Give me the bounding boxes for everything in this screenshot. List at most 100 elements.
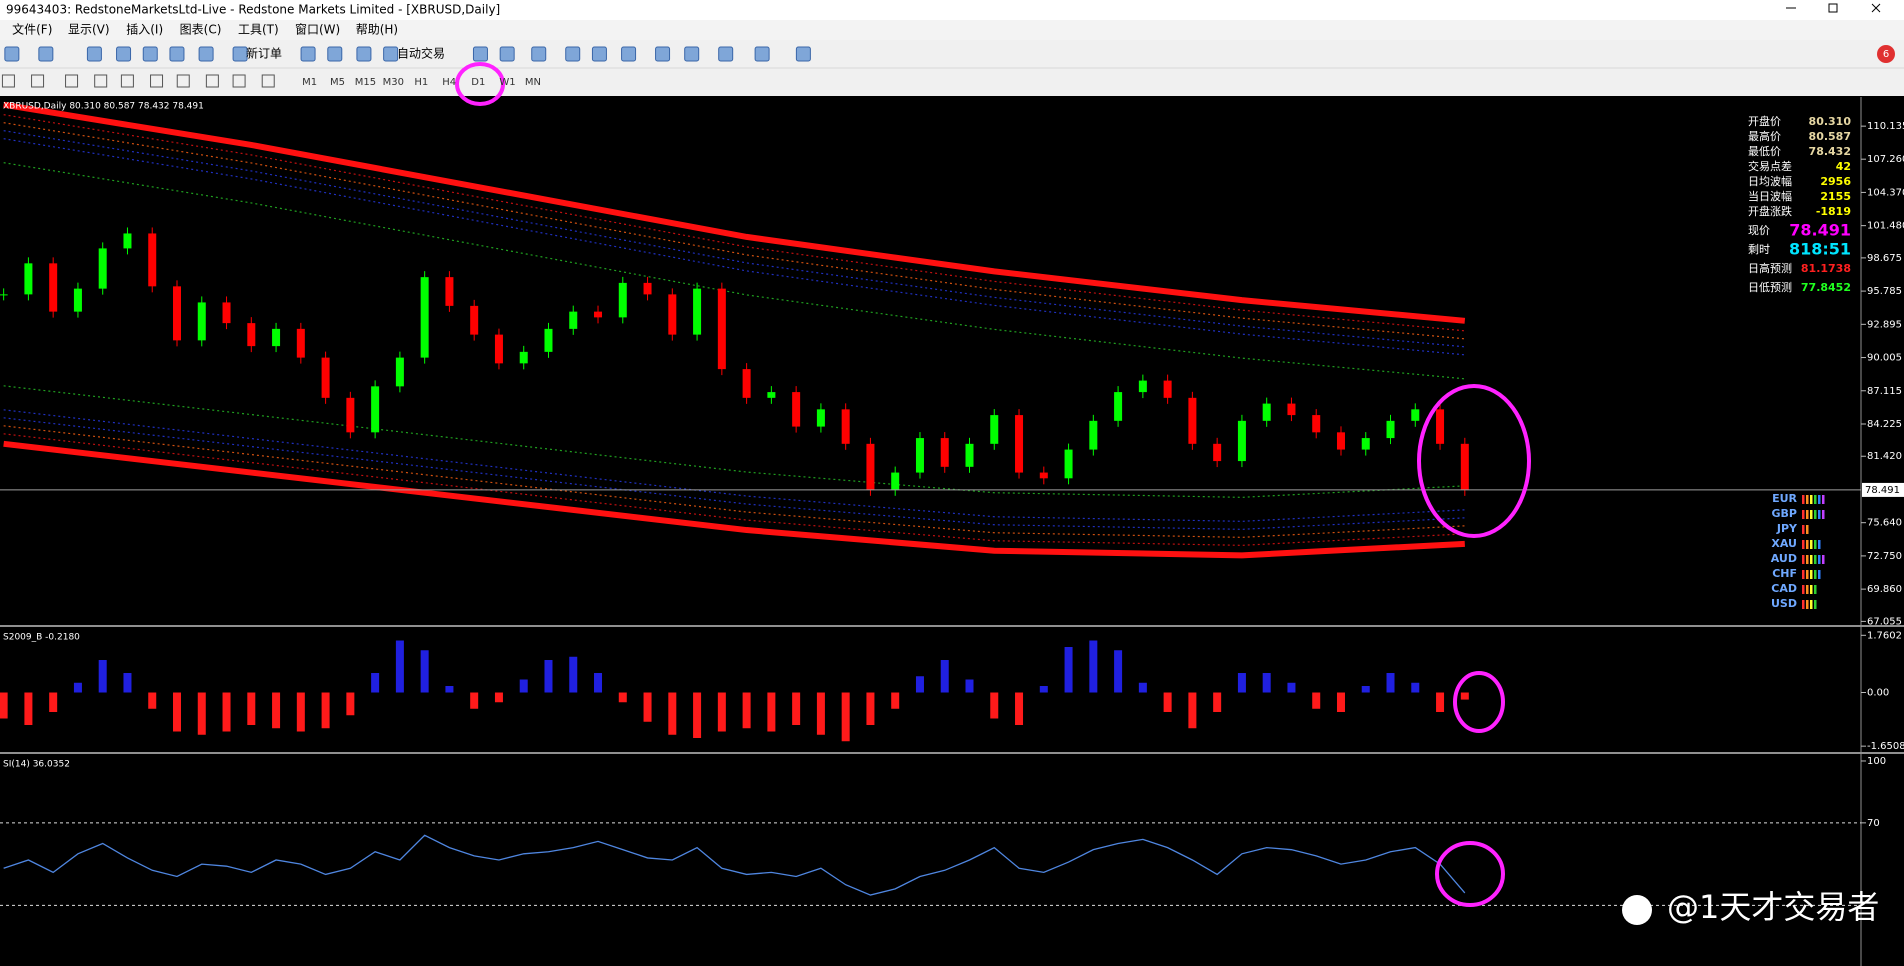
strength-bar [1818, 495, 1821, 504]
timeframe-button[interactable]: M5 [330, 77, 345, 88]
menu-item[interactable]: 文件(F) [12, 22, 52, 37]
menu-item[interactable]: 图表(C) [180, 23, 222, 37]
notification-badge[interactable] [1877, 45, 1895, 63]
candle-body [594, 311, 603, 318]
toolbar-icon[interactable] [116, 46, 132, 62]
candle-body [891, 472, 900, 490]
histogram-bar [24, 692, 33, 726]
strength-bar [1802, 510, 1805, 519]
toolbar-icon[interactable] [499, 46, 515, 62]
y-tick-label: 95.785 [1867, 286, 1902, 297]
currency-name: USD [1771, 597, 1797, 610]
candle-body [173, 286, 182, 341]
toolbar-icon[interactable] [795, 46, 811, 62]
timeframe-button[interactable]: MN [525, 77, 541, 88]
draw-tool[interactable] [31, 74, 45, 88]
draw-tool[interactable] [205, 74, 219, 88]
toolbar-icon[interactable] [718, 46, 734, 62]
timeframe-button[interactable]: M1 [302, 77, 317, 88]
draw-tool[interactable] [232, 74, 246, 88]
candle-body [1213, 443, 1222, 462]
toolbar-icon[interactable] [142, 46, 158, 62]
draw-tool[interactable] [150, 74, 164, 88]
candle-body [1287, 403, 1296, 416]
histogram-bar [1114, 650, 1123, 693]
histogram-bar [594, 673, 603, 693]
timeframe-button[interactable]: M15 [355, 77, 376, 88]
candle-body [1163, 380, 1172, 398]
candle-body [98, 248, 107, 289]
toolbar-icon[interactable] [38, 46, 54, 62]
candle-body [445, 277, 454, 306]
timeframe-button[interactable]: H1 [414, 77, 428, 88]
candle-body [222, 302, 231, 324]
draw-tool[interactable] [65, 74, 79, 88]
candle-body [618, 282, 627, 318]
draw-tool[interactable] [261, 74, 275, 88]
chart-background [0, 97, 1904, 966]
toolbar-icon[interactable] [621, 46, 637, 62]
candle-body [742, 369, 751, 398]
strength-bar [1810, 555, 1813, 564]
timeframe-button[interactable]: D1 [471, 77, 485, 88]
toolbar-icons[interactable] [1, 46, 811, 88]
timeframe-button[interactable]: W1 [499, 77, 515, 88]
info-label: 剩时 [1748, 243, 1770, 256]
toolbar-icon[interactable] [356, 46, 372, 62]
toolbar-button[interactable]: 新订单 [246, 46, 282, 61]
toolbar-icon[interactable] [300, 46, 316, 62]
toolbar-icon[interactable] [232, 46, 248, 62]
candle-body [767, 392, 776, 398]
info-label: 最低价 [1748, 145, 1781, 158]
menu-item[interactable]: 帮助(H) [356, 23, 398, 37]
histogram-bar [445, 686, 454, 693]
toolbar-icon[interactable] [169, 46, 185, 62]
toolbar-button[interactable]: 自动交易 [397, 46, 445, 61]
menu-item[interactable]: 工具(T) [238, 23, 279, 37]
strength-bar [1810, 600, 1813, 609]
strength-bar [1806, 510, 1809, 519]
candle-body [1039, 472, 1048, 479]
timeframe-button[interactable]: H4 [442, 77, 456, 88]
toolbar-icon[interactable] [684, 46, 700, 62]
toolbar-icon[interactable] [383, 46, 399, 62]
toolbar-icon[interactable] [531, 46, 547, 62]
toolbar-icon[interactable] [327, 46, 343, 62]
candle-body [494, 334, 503, 364]
y-tick-label: 90.005 [1867, 353, 1902, 364]
toolbar-icon[interactable] [472, 46, 488, 62]
candle-body [841, 409, 850, 444]
draw-tool[interactable] [120, 74, 134, 88]
info-value: 81.1738 [1801, 262, 1851, 275]
menu-item[interactable]: 插入(I) [126, 23, 163, 37]
histogram-bar [915, 676, 924, 693]
band-shade [3, 114, 1465, 332]
draw-tool[interactable] [1, 74, 15, 88]
watermark-logo [1622, 895, 1652, 925]
strength-bar [1814, 570, 1817, 579]
toolbar-icon[interactable] [591, 46, 607, 62]
candle-body [544, 328, 553, 352]
menu-item[interactable]: 窗口(W) [295, 23, 340, 37]
timeframe-button[interactable]: M30 [383, 77, 404, 88]
candle-body [643, 282, 652, 295]
toolbar-icon[interactable] [198, 46, 214, 62]
strength-bar [1822, 495, 1825, 504]
histogram-bar [1163, 692, 1172, 713]
histogram-bar [98, 660, 107, 693]
info-value: 78.491 [1789, 221, 1851, 240]
toolbar-icon[interactable] [86, 46, 102, 62]
y-tick-label: 100 [1867, 756, 1886, 767]
toolbar-icon[interactable] [565, 46, 581, 62]
toolbar-icon[interactable] [4, 46, 20, 62]
window-controls[interactable] [1786, 3, 1881, 13]
menu-item[interactable]: 显示(V) [68, 23, 110, 37]
histogram-bar [0, 692, 8, 719]
candle-body [717, 288, 726, 370]
draw-tool[interactable] [94, 74, 108, 88]
band-line [3, 101, 1466, 324]
toolbar-icon[interactable] [754, 46, 770, 62]
candle-body [197, 302, 206, 341]
draw-tool[interactable] [176, 74, 190, 88]
toolbar-icon[interactable] [655, 46, 671, 62]
